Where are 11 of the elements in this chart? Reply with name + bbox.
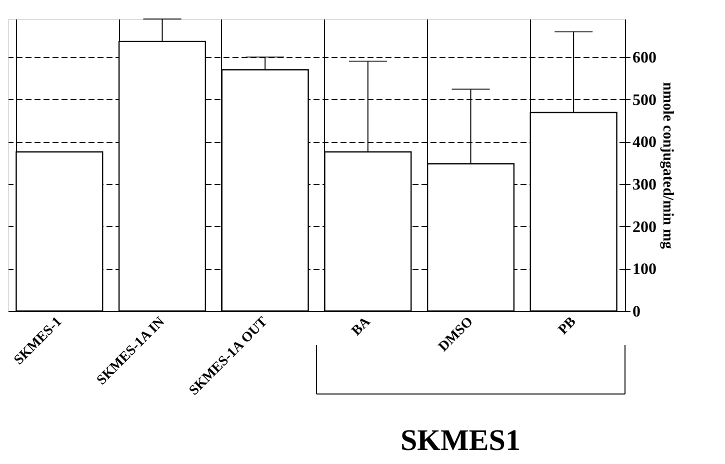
y-tick-label: 300 xyxy=(632,176,656,194)
y-tick-label: 400 xyxy=(632,134,656,152)
y-tick-label: 600 xyxy=(632,50,656,67)
y-tick-label: 500 xyxy=(632,92,656,109)
y-tick-label: 0 xyxy=(632,304,640,320)
y-tick-label: 200 xyxy=(632,218,656,236)
x-tick-label: BA xyxy=(349,314,374,339)
text: SKMES1 xyxy=(400,424,520,457)
x-tick-label: PB xyxy=(556,314,580,338)
y-axis-title: nmole conjugated/min mg xyxy=(660,82,676,250)
y-tick-label: 100 xyxy=(632,261,656,278)
